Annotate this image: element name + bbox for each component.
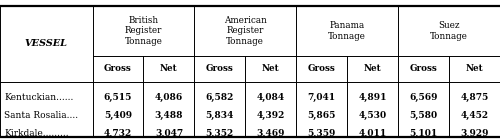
Text: Gross: Gross — [206, 64, 234, 73]
Text: Net: Net — [262, 64, 280, 73]
Text: 4,452: 4,452 — [460, 111, 488, 120]
Text: 6,515: 6,515 — [104, 93, 132, 102]
Text: Kirkdale.........: Kirkdale......... — [4, 129, 68, 138]
Text: Kentuckian......: Kentuckian...... — [4, 93, 73, 102]
Text: 4,392: 4,392 — [256, 111, 285, 120]
Text: 4,011: 4,011 — [358, 129, 387, 138]
Text: 5,834: 5,834 — [206, 111, 234, 120]
Text: Net: Net — [364, 64, 382, 73]
Text: Suez
Tonnage: Suez Tonnage — [430, 21, 468, 41]
Text: 3,469: 3,469 — [256, 129, 285, 138]
Text: 3,488: 3,488 — [154, 111, 183, 120]
Text: 6,569: 6,569 — [410, 93, 438, 102]
Text: Santa Rosalia....: Santa Rosalia.... — [4, 111, 78, 120]
Text: 5,409: 5,409 — [104, 111, 132, 120]
Text: 5,580: 5,580 — [410, 111, 438, 120]
Text: VESSEL: VESSEL — [25, 39, 68, 48]
Text: 3,929: 3,929 — [460, 129, 489, 138]
Text: Net: Net — [160, 64, 178, 73]
Text: American
Register
Tonnage: American Register Tonnage — [224, 16, 267, 46]
Text: 3,047: 3,047 — [155, 129, 183, 138]
Text: Gross: Gross — [308, 64, 336, 73]
Text: 5,352: 5,352 — [206, 129, 234, 138]
Text: 7,041: 7,041 — [308, 93, 336, 102]
Text: 6,582: 6,582 — [206, 93, 234, 102]
Text: 4,530: 4,530 — [358, 111, 386, 120]
Text: 5,359: 5,359 — [308, 129, 336, 138]
Text: British
Register
Tonnage: British Register Tonnage — [124, 16, 162, 46]
Text: 4,875: 4,875 — [460, 93, 488, 102]
Text: Gross: Gross — [104, 64, 132, 73]
Text: 4,086: 4,086 — [155, 93, 183, 102]
Text: 4,084: 4,084 — [256, 93, 285, 102]
Text: 4,891: 4,891 — [358, 93, 387, 102]
Text: 4,732: 4,732 — [104, 129, 132, 138]
Text: Net: Net — [466, 64, 483, 73]
Text: Gross: Gross — [410, 64, 438, 73]
Text: Panama
Tonnage: Panama Tonnage — [328, 21, 366, 41]
Text: 5,101: 5,101 — [410, 129, 438, 138]
Text: 5,865: 5,865 — [308, 111, 336, 120]
